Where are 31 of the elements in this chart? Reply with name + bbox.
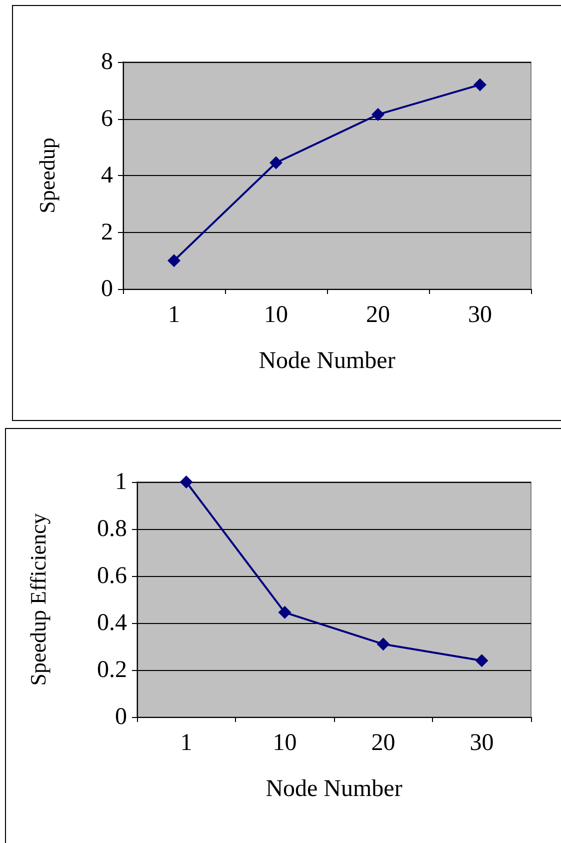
- point: [270, 156, 282, 170]
- x-tick-label: 1: [180, 730, 192, 756]
- y-tick-label: 0: [115, 704, 127, 730]
- point: [474, 78, 486, 92]
- point: [376, 638, 390, 651]
- x-axis-title: Node Number: [266, 776, 402, 802]
- y-tick-label: 8: [101, 49, 113, 75]
- point: [372, 108, 384, 121]
- point: [475, 654, 488, 668]
- x-tick-label: 10: [264, 302, 288, 328]
- y-axis-title: Speedup Efficiency: [26, 513, 50, 686]
- point: [180, 476, 193, 488]
- point: [168, 254, 180, 268]
- x-tick-label: 1: [168, 302, 180, 328]
- x-tick-label: 10: [272, 730, 297, 756]
- y-tick-label: 0.2: [97, 657, 127, 683]
- x-tick-label: 30: [468, 302, 492, 328]
- y-tick-label: 2: [101, 219, 113, 246]
- x-tick-label: 20: [366, 302, 390, 328]
- x-axis-title: Node Number: [258, 348, 396, 374]
- y-tick-label: 0: [101, 276, 113, 302]
- y-tick-label: 6: [101, 106, 113, 132]
- x-tick-label: 30: [470, 730, 494, 756]
- y-tick-label: 0.6: [97, 563, 127, 589]
- y-tick-label: 0.8: [97, 516, 127, 542]
- x-tick-label: 20: [371, 730, 396, 756]
- point: [278, 606, 292, 619]
- y-tick-label: 0.4: [97, 610, 127, 636]
- y-tick-label: 4: [101, 162, 113, 188]
- y-tick-label: 1: [115, 469, 127, 495]
- y-axis-title: Speedup: [34, 138, 60, 214]
